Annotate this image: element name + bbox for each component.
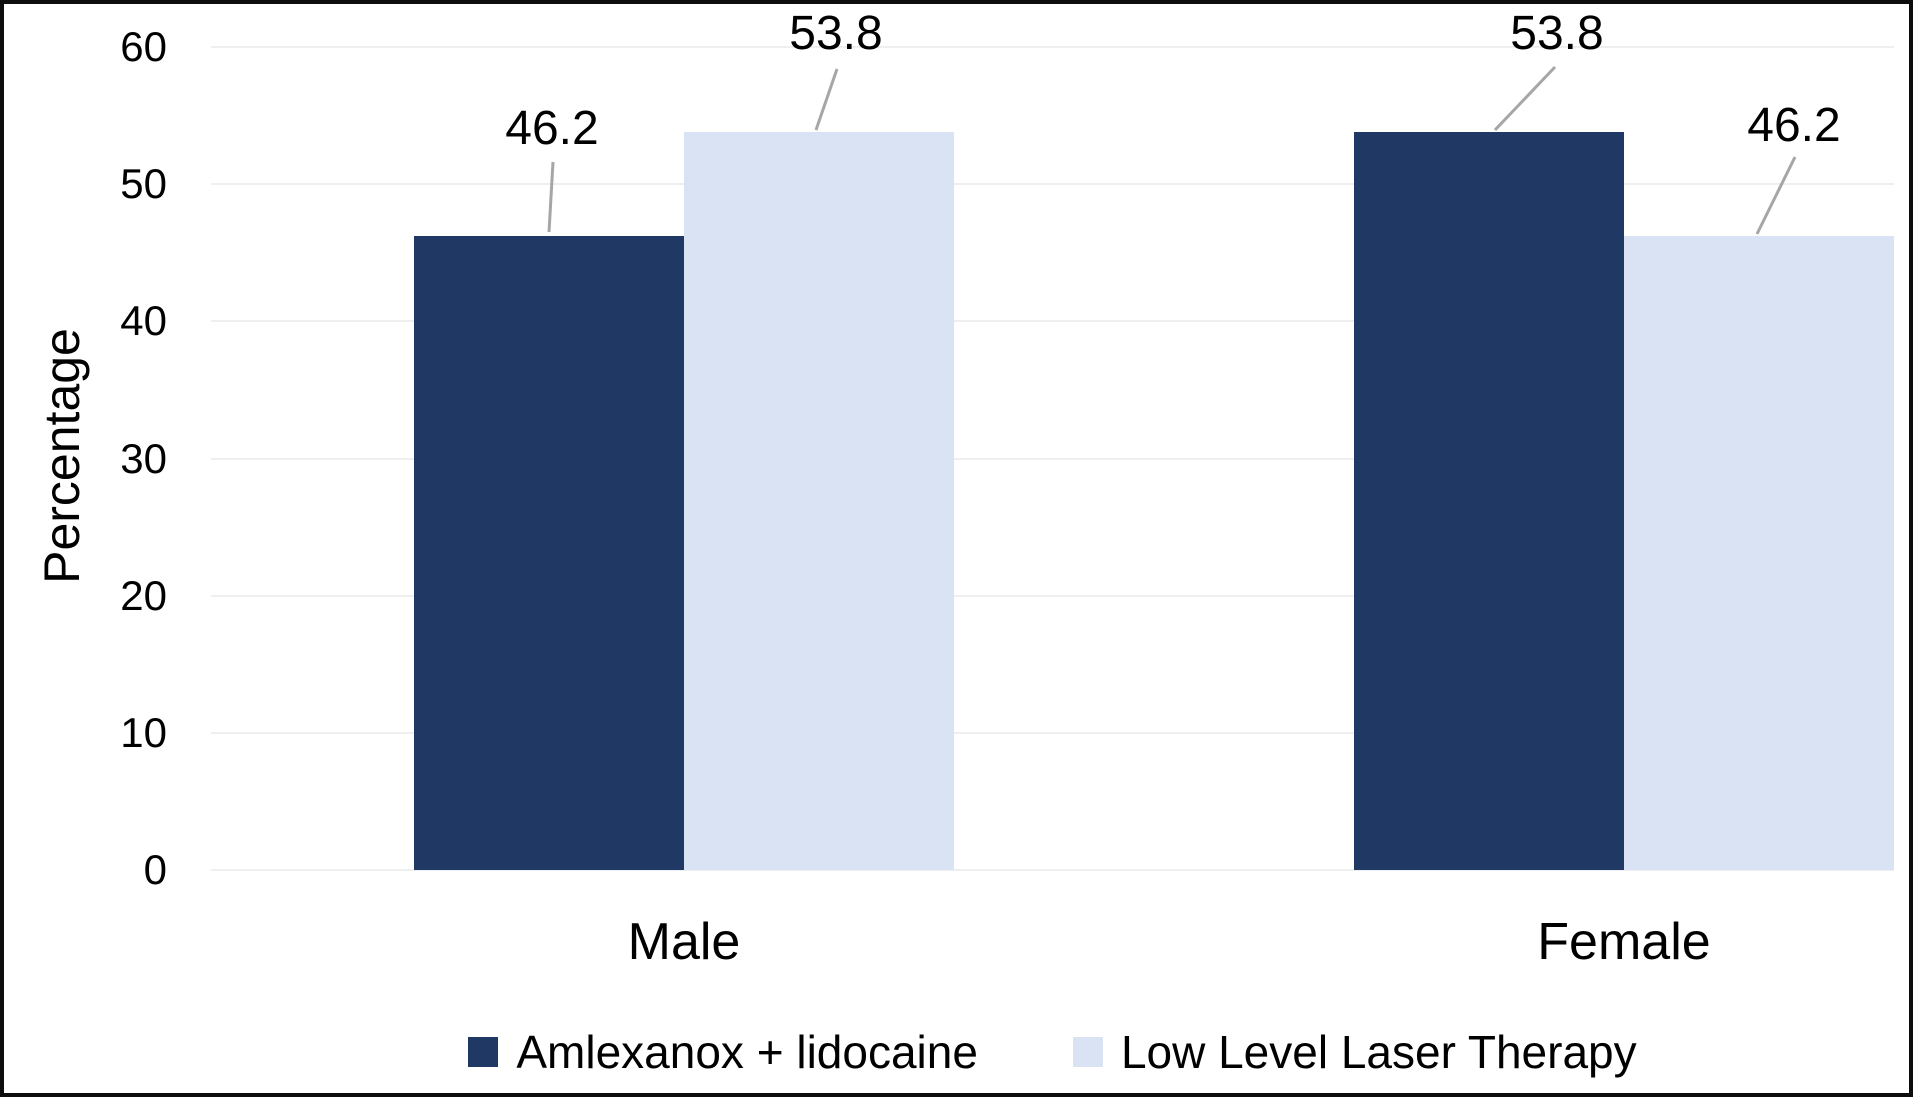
gridline-20 (211, 594, 1894, 597)
legend-swatch-amlexanox-lidocaine (468, 1037, 499, 1067)
y-tick-label-60: 60 (120, 23, 167, 70)
y-tick-label-40: 40 (120, 297, 167, 345)
x-axis-label-male: Male (627, 913, 741, 971)
leader-line-male-series-1 (547, 161, 555, 233)
leader-line-female-series-1 (1493, 65, 1557, 132)
legend-item-low-level-laser-therapy: Low Level Laser Therapy (1072, 1026, 1637, 1078)
bar-male-series-2 (684, 132, 954, 870)
bar-female-series-1 (1354, 132, 1624, 870)
data-label-female-series-1: 53.8 (1510, 7, 1604, 60)
y-tick-label-10: 10 (120, 708, 167, 756)
legend-label-amlexanox-lidocaine: Amlexanox + lidocaine (516, 1026, 978, 1078)
gridline-0 (211, 869, 1894, 871)
x-axis-label-female: Female (1537, 913, 1711, 971)
gridline-10 (211, 731, 1894, 734)
bar-male-series-1 (414, 236, 684, 870)
data-label-male-series-1: 46.2 (505, 102, 599, 155)
legend: Amlexanox + lidocaine Low Level Laser Th… (211, 1020, 1894, 1084)
data-label-female-series-2: 46.2 (1747, 99, 1841, 152)
y-tick-label-30: 30 (120, 434, 167, 482)
legend-swatch-low-level-laser-therapy (1072, 1037, 1103, 1067)
y-tick-label-50: 50 (120, 160, 167, 208)
data-label-male-series-2: 53.8 (789, 7, 883, 60)
y-tick-label-20: 20 (120, 571, 167, 619)
gridline-50 (211, 183, 1894, 186)
leader-lines (547, 65, 1797, 235)
y-tick-label-0: 0 (143, 846, 167, 893)
gridline-60 (211, 46, 1894, 48)
legend-item-amlexanox-lidocaine: Amlexanox + lidocaine (468, 1029, 978, 1075)
legend-label-low-level-laser-therapy: Low Level Laser Therapy (1120, 1026, 1637, 1078)
leader-line-female-series-2 (1755, 156, 1797, 235)
gridline-30 (211, 457, 1894, 460)
bar-female-series-2 (1624, 236, 1894, 870)
gridline-40 (211, 320, 1894, 323)
leader-line-male-series-2 (814, 68, 839, 131)
